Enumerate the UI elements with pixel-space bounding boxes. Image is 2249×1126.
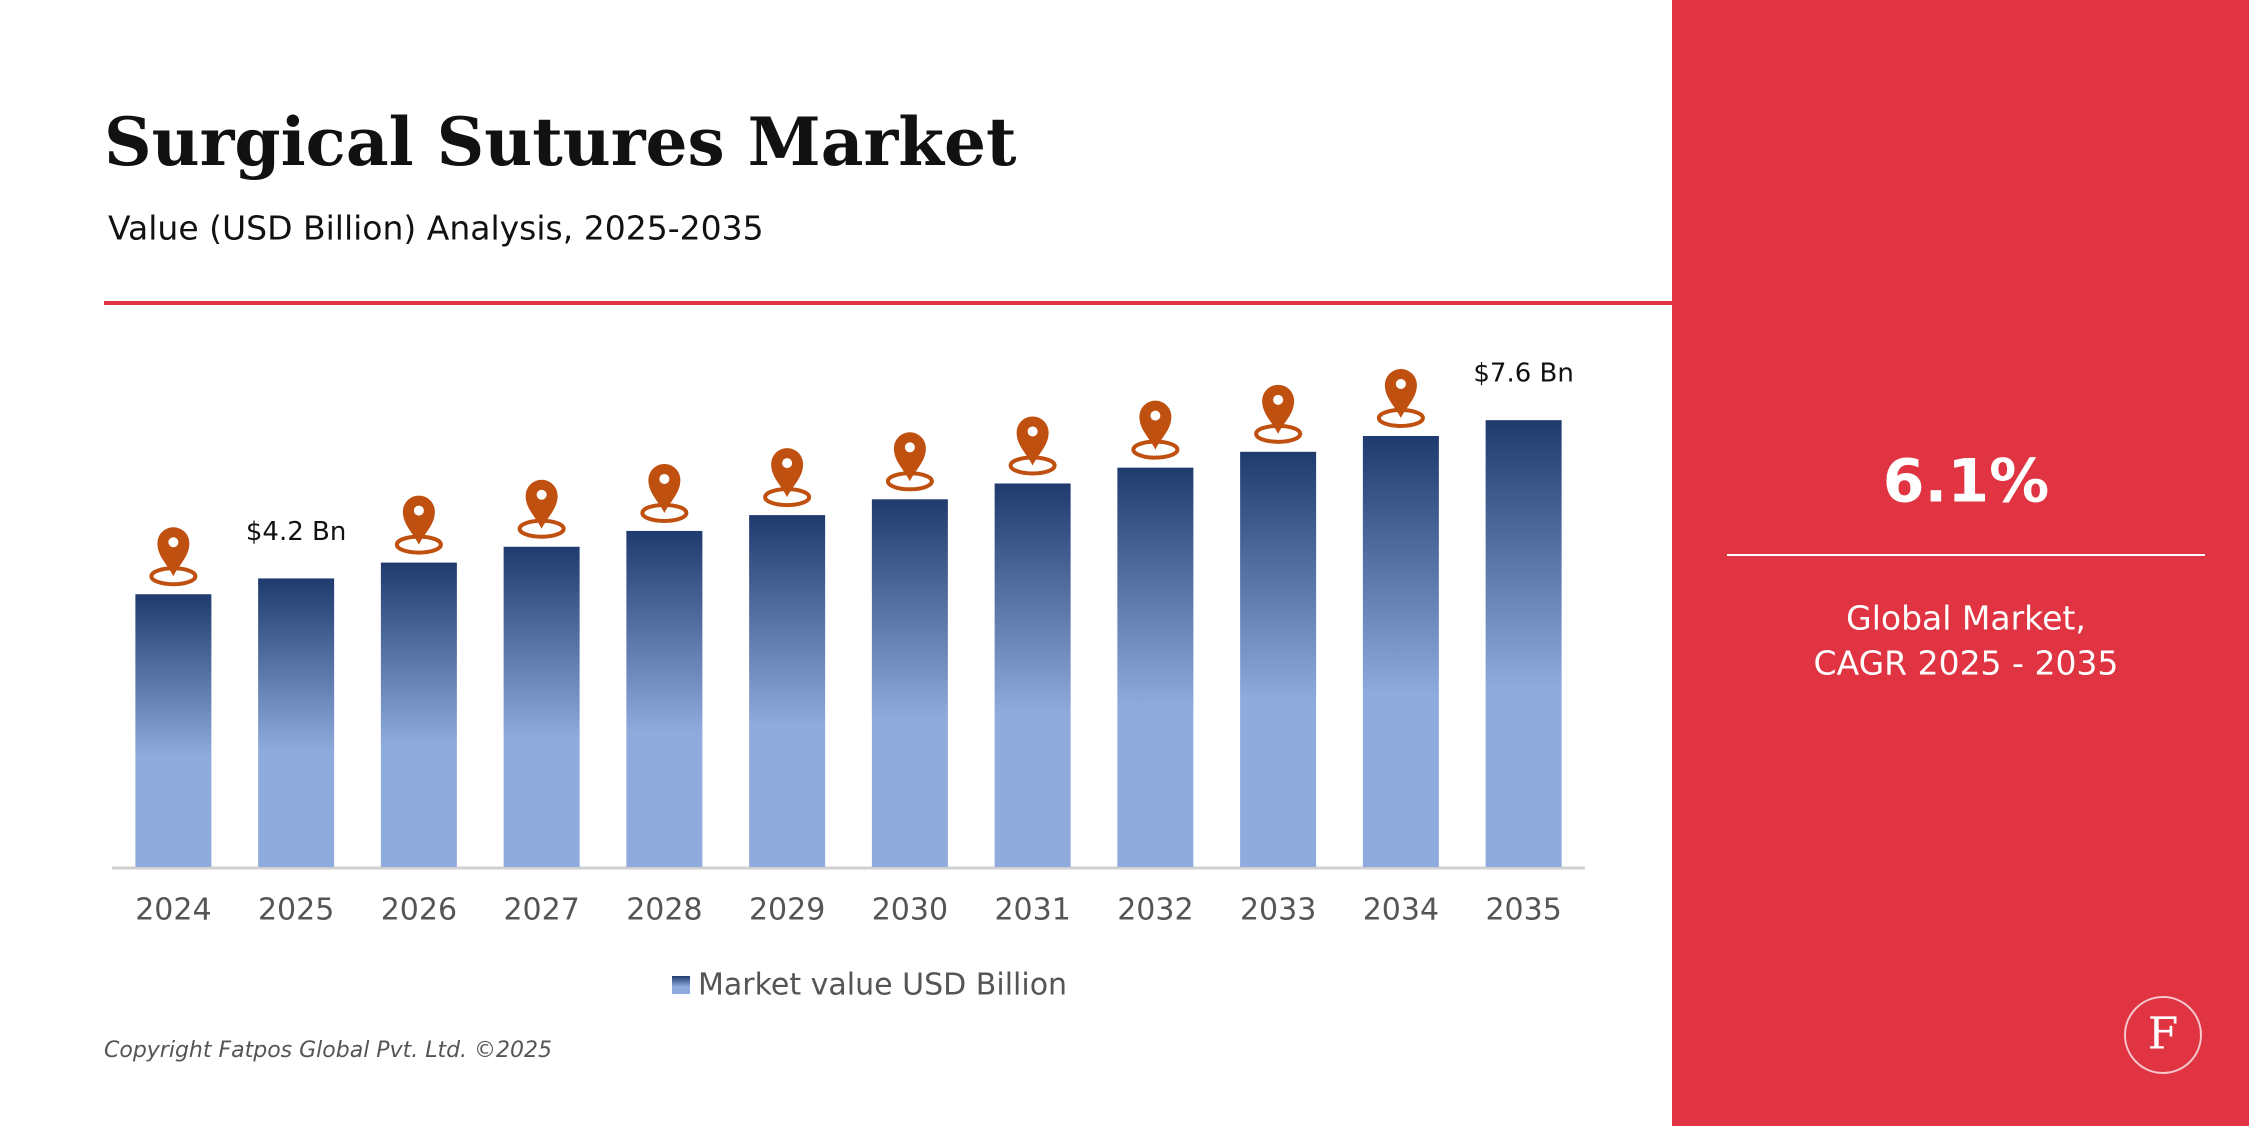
logo: F xyxy=(2148,1009,2179,1060)
x-tick-label: 2034 xyxy=(1363,893,1439,928)
pin-marker xyxy=(885,432,934,492)
x-tick-label: 2030 xyxy=(872,893,948,928)
pin-marker xyxy=(763,448,812,508)
bar xyxy=(871,499,948,867)
panel-caption: CAGR 2025 - 2035 xyxy=(1814,644,2119,683)
legend-swatch xyxy=(672,976,690,994)
pin-marker xyxy=(1254,384,1303,444)
bar xyxy=(1117,467,1194,867)
pin-marker xyxy=(149,527,198,587)
bar xyxy=(994,483,1071,867)
copyright: Copyright Fatpos Global Pvt. Ltd. ©2025 xyxy=(104,1038,552,1063)
pin-marker xyxy=(1131,400,1180,460)
bar xyxy=(749,515,826,867)
x-tick-label: 2033 xyxy=(1240,893,1316,928)
x-tick-label: 2029 xyxy=(749,893,825,928)
bar xyxy=(503,546,580,867)
x-tick-label: 2024 xyxy=(135,893,211,928)
logo-ring xyxy=(2124,996,2202,1074)
x-tick-label: 2035 xyxy=(1485,893,1561,928)
x-tick-label: 2032 xyxy=(1117,893,1193,928)
pin-marker xyxy=(517,479,566,539)
bar xyxy=(626,530,703,867)
x-tick-label: 2026 xyxy=(381,893,457,928)
chart-subtitle: Value (USD Billion) Analysis, 2025-2035 xyxy=(108,209,764,248)
chart-title: Surgical Sutures Market xyxy=(104,103,1017,181)
bar xyxy=(1240,451,1317,867)
x-tick-label: 2025 xyxy=(258,893,334,928)
value-label: $7.6 Bn xyxy=(1473,359,1573,389)
panel-caption: Global Market, xyxy=(1846,599,2086,638)
bar xyxy=(258,578,335,867)
pin-marker xyxy=(394,495,443,555)
bar xyxy=(1485,420,1562,867)
x-tick-label: 2031 xyxy=(994,893,1070,928)
legend-label: Market value USD Billion xyxy=(698,968,1067,1003)
bar xyxy=(135,594,212,867)
pin-marker xyxy=(640,463,689,523)
x-tick-label: 2028 xyxy=(626,893,702,928)
bar xyxy=(1362,435,1439,867)
pin-marker xyxy=(1008,416,1057,476)
bar xyxy=(380,562,457,867)
pin-marker xyxy=(1376,368,1425,428)
x-tick-label: 2027 xyxy=(503,893,579,928)
value-label: $4.2 Bn xyxy=(246,517,346,547)
cagr-value: 6.1% xyxy=(1883,447,2049,517)
side-panel xyxy=(1672,0,2249,1126)
